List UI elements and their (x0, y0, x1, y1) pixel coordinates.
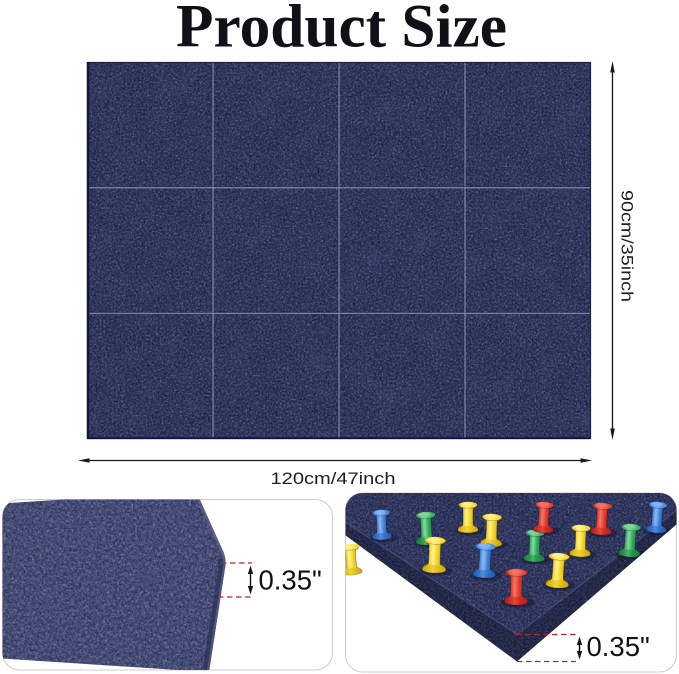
svg-text:90cm/35inch: 90cm/35inch (618, 190, 636, 302)
svg-text:Product Size: Product Size (176, 0, 507, 61)
svg-text:0.35": 0.35" (259, 565, 322, 596)
svg-text:0.35": 0.35" (587, 631, 650, 662)
svg-text:120cm/47inch: 120cm/47inch (271, 470, 396, 488)
